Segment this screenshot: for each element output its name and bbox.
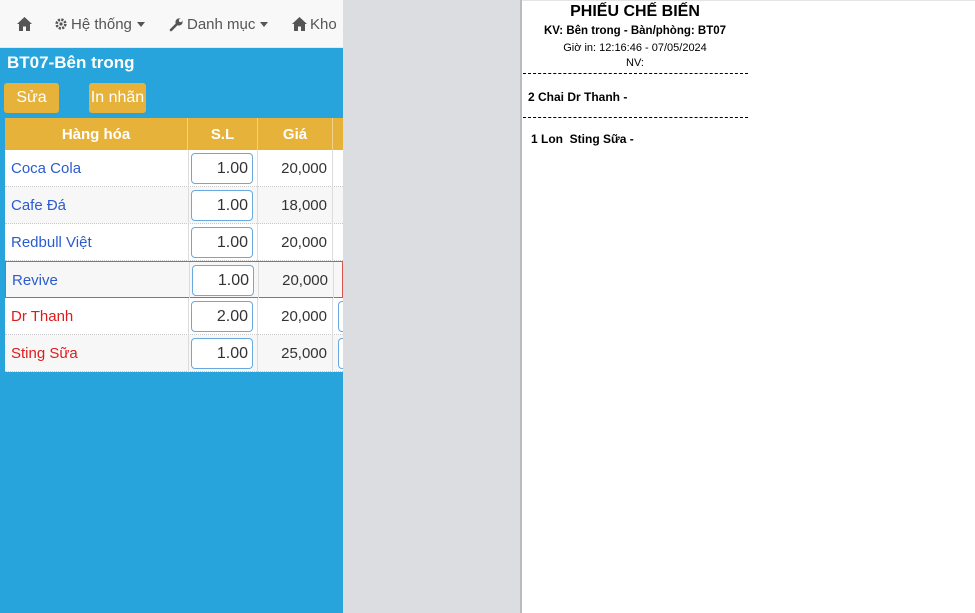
item-price: 20,000 — [282, 272, 328, 289]
ticket-separator — [523, 73, 748, 74]
row-action-button[interactable] — [338, 338, 343, 369]
column-header-qty: S.L — [188, 118, 258, 150]
nav-system-menu[interactable]: Hệ thống — [54, 15, 145, 33]
print-label-button[interactable]: In nhãn — [89, 83, 146, 113]
item-name[interactable]: Cafe Đá — [11, 197, 67, 214]
nav-warehouse-menu[interactable]: Kho — [291, 15, 337, 33]
table-row[interactable]: Coca Cola 1.00 20,000 — [5, 150, 343, 187]
nav-catalog-label: Danh mục — [187, 15, 256, 33]
table-row[interactable]: Cafe Đá 1.00 18,000 — [5, 187, 343, 224]
column-header-price: Giá — [258, 118, 333, 150]
quantity-input[interactable]: 1.00 — [191, 190, 253, 221]
edit-button[interactable]: Sửa — [4, 83, 59, 113]
quantity-input[interactable]: 2.00 — [191, 301, 253, 332]
kitchen-ticket-preview: PHIẾU CHẾ BIẾN KV: Bên trong - Bàn/phòng… — [522, 0, 975, 613]
nav-catalog-menu[interactable]: Danh mục — [169, 15, 269, 33]
preview-divider — [520, 0, 522, 613]
item-name[interactable]: Redbull Việt — [11, 234, 92, 251]
nav-warehouse-label: Kho — [310, 15, 337, 33]
table-row[interactable]: Dr Thanh 2.00 20,000 — [5, 298, 343, 335]
ticket-title: PHIẾU CHẾ BIẾN — [570, 3, 700, 20]
item-name[interactable]: Dr Thanh — [11, 308, 74, 325]
print-preview-background — [343, 0, 521, 613]
quantity-input[interactable]: 1.00 — [192, 265, 254, 296]
item-price: 20,000 — [281, 234, 327, 251]
table-row-selected[interactable]: Revive 1.00 20,000 — [5, 261, 343, 299]
item-price: 18,000 — [281, 197, 327, 214]
order-title: BT07-Bên trong — [7, 53, 135, 72]
item-price: 20,000 — [281, 308, 327, 325]
ticket-line-item: 2 Chai Dr Thanh - — [528, 90, 628, 104]
ticket-staff: NV: — [626, 57, 644, 69]
ticket-line-item: 1 Lon Sting Sữa - — [531, 132, 634, 146]
nav-home[interactable] — [16, 15, 33, 33]
home-icon — [16, 16, 33, 32]
gear-icon — [54, 17, 68, 31]
order-panel: BT07-Bên trong Sửa In nhãn Hàng hóa S.L … — [0, 48, 343, 613]
table-row[interactable]: Sting Sữa 1.00 25,000 — [5, 335, 343, 372]
ticket-separator — [523, 117, 748, 118]
row-action-button[interactable] — [338, 301, 343, 332]
top-navbar: Hệ thống Danh mục Kho — [0, 0, 343, 48]
ticket-area-table: KV: Bên trong - Bàn/phòng: BT07 — [543, 25, 727, 37]
nav-system-label: Hệ thống — [71, 15, 132, 33]
item-name[interactable]: Sting Sữa — [11, 345, 78, 362]
table-row[interactable]: Redbull Việt 1.00 20,000 — [5, 224, 343, 261]
home-icon — [291, 16, 308, 32]
item-name[interactable]: Coca Cola — [11, 160, 82, 177]
column-header-extra — [333, 118, 343, 150]
column-header-item: Hàng hóa — [5, 118, 188, 150]
wrench-icon — [169, 17, 184, 32]
item-name[interactable]: Revive — [12, 272, 58, 289]
item-price: 20,000 — [281, 160, 327, 177]
chevron-down-icon — [136, 21, 145, 27]
quantity-input[interactable]: 1.00 — [191, 153, 253, 184]
quantity-input[interactable]: 1.00 — [191, 227, 253, 258]
ticket-print-time: Giờ in: 12:16:46 - 07/05/2024 — [563, 42, 707, 54]
item-price: 25,000 — [281, 345, 327, 362]
quantity-input[interactable]: 1.00 — [191, 338, 253, 369]
chevron-down-icon — [260, 21, 269, 27]
pos-app: Hệ thống Danh mục Kho BT07-Bên trong Sửa… — [0, 0, 343, 613]
